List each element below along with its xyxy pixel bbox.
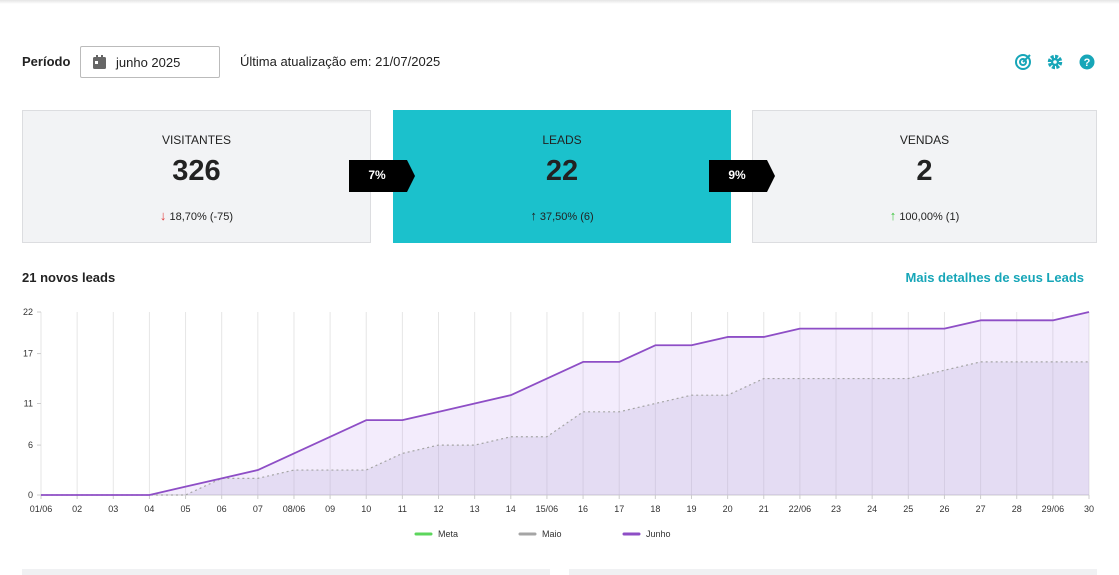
x-tick-label: 16: [578, 504, 588, 514]
y-tick-label: 6: [28, 440, 33, 450]
x-tick-label: 05: [181, 504, 191, 514]
x-tick-label: 09: [325, 504, 335, 514]
panel-edge: [569, 569, 1097, 575]
kpi-card: VENDAS 2 ↑ 100,00% (1): [752, 110, 1097, 243]
kpi-change: ↑ 100,00% (1): [753, 208, 1096, 223]
x-tick-label: 26: [939, 504, 949, 514]
conversion-rate: 7%: [368, 168, 386, 182]
period-input[interactable]: junho 2025: [80, 46, 220, 78]
details-link[interactable]: Mais detalhes de seus Leads: [905, 270, 1084, 285]
x-tick-label: 21: [759, 504, 769, 514]
period-label: Período: [22, 54, 71, 69]
svg-text:?: ?: [1084, 57, 1091, 69]
x-tick-label: 27: [976, 504, 986, 514]
conversion-rate: 9%: [728, 168, 746, 182]
legend-label: Meta: [438, 529, 458, 539]
kpi-change: ↓ 18,70% (-75): [23, 208, 370, 223]
x-tick-label: 08/06: [283, 504, 306, 514]
kpi-change: ↑ 37,50% (6): [394, 208, 730, 223]
x-tick-label: 15/06: [536, 504, 559, 514]
x-tick-label: 02: [72, 504, 82, 514]
series-line: [41, 361, 1089, 496]
leads-title: 21 novos leads: [22, 270, 116, 285]
y-tick-label: 11: [24, 399, 33, 409]
kpi-label: LEADS: [542, 133, 582, 147]
x-tick-label: 17: [614, 504, 624, 514]
x-tick-label: 19: [686, 504, 696, 514]
series-line: [41, 311, 1090, 496]
x-tick-label: 28: [1012, 504, 1022, 514]
x-tick-label: 20: [723, 504, 733, 514]
x-tick-label: 25: [903, 504, 913, 514]
help-icon[interactable]: ?: [1079, 54, 1095, 70]
kpi-label: VISITANTES: [161, 133, 232, 147]
x-tick-label: 29/06: [1042, 504, 1065, 514]
down-arrow: ↓: [159, 208, 167, 223]
x-tick-label: 22/06: [789, 504, 812, 514]
settings-icon[interactable]: [1047, 54, 1063, 70]
conversion-badge: 7%: [349, 160, 415, 192]
toolbar-icons: ?: [1015, 54, 1095, 70]
kpi-value: 2: [916, 155, 933, 187]
x-tick-label: 07: [253, 504, 263, 514]
top-shadow: [0, 0, 1119, 4]
calendar-icon: [93, 55, 106, 69]
goal-icon[interactable]: [1015, 54, 1031, 70]
x-tick-label: 03: [108, 504, 118, 514]
legend-item[interactable]: Maio: [518, 529, 562, 539]
x-tick-label: 10: [361, 504, 371, 514]
up-arrow: ↑: [530, 208, 537, 223]
legend-label: Junho: [646, 529, 671, 539]
x-tick-label: 11: [398, 504, 407, 514]
legend-label: Maio: [542, 529, 562, 539]
kpi-change-text: 100,00% (1): [899, 211, 960, 223]
kpi-value: 22: [545, 155, 579, 187]
y-tick-label: 17: [23, 349, 33, 359]
x-tick-label: 18: [650, 504, 660, 514]
legend-item[interactable]: Meta: [414, 529, 458, 539]
y-tick-label: 0: [28, 490, 33, 500]
last-update: Última atualização em: 21/07/2025: [240, 54, 441, 69]
up-arrow: ↑: [889, 208, 897, 223]
kpi-card: VISITANTES 326 ↓ 18,70% (-75): [22, 110, 371, 243]
y-tick-label: 22: [23, 307, 33, 317]
kpi-value: 326: [172, 155, 221, 187]
panel-edge: [22, 569, 550, 575]
kpi-change-text: 18,70% (-75): [169, 211, 234, 223]
legend-item[interactable]: Junho: [622, 529, 671, 539]
x-tick-label: 12: [434, 504, 444, 514]
x-tick-label: 01/06: [30, 504, 53, 514]
kpi-label: VENDAS: [899, 133, 950, 147]
x-tick-label: 24: [867, 504, 877, 514]
kpi-card: LEADS 22 ↑ 37,50% (6): [393, 110, 731, 243]
x-tick-label: 23: [831, 504, 841, 514]
x-tick-label: 30: [1084, 504, 1094, 514]
period-value: junho 2025: [116, 55, 181, 70]
x-tick-label: 14: [506, 504, 516, 514]
series-area: [41, 361, 1089, 495]
conversion-badge: 9%: [709, 160, 775, 192]
kpi-change-text: 37,50% (6): [539, 211, 594, 223]
x-tick-label: 13: [470, 504, 480, 514]
x-tick-label: 06: [217, 504, 227, 514]
x-tick-label: 04: [144, 504, 154, 514]
